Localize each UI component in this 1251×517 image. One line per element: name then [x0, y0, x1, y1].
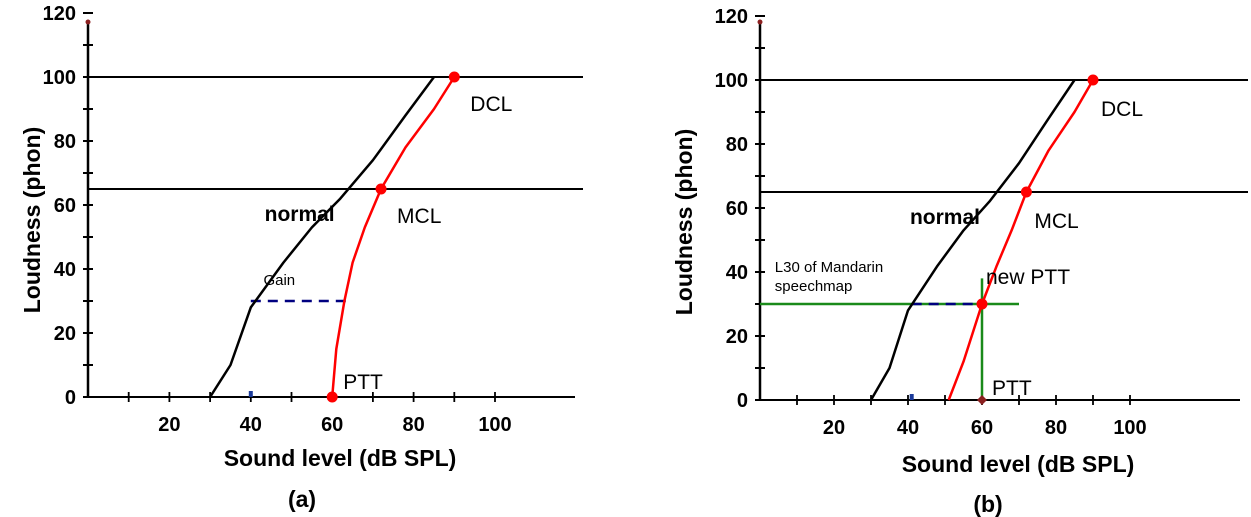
point-label: DCL — [1101, 98, 1143, 121]
y-tick-label: 20 — [726, 326, 748, 348]
x-tick-label: 100 — [1113, 417, 1146, 439]
x-axis-title: Sound level (dB SPL) — [224, 445, 457, 471]
annotation-text: normal — [910, 206, 980, 229]
impaired-curve — [947, 79, 1095, 401]
point-label: PTT — [343, 371, 383, 394]
y-tick-label: 60 — [54, 195, 76, 217]
axis-end-marker — [757, 19, 763, 25]
point-label: DCL — [470, 93, 512, 116]
annotation-text: normal — [265, 203, 335, 226]
y-axis-title: Loudness (phon) — [19, 127, 45, 314]
axis-end-marker — [85, 19, 91, 25]
y-tick-label: 60 — [726, 198, 748, 220]
normal-curve — [209, 76, 436, 398]
normal-curve — [869, 79, 1076, 401]
panel-label: (a) — [288, 486, 316, 512]
annotation-text: L30 of Mandarin — [775, 259, 883, 276]
y-tick-label: 80 — [54, 131, 76, 153]
x-tick-label: 60 — [321, 414, 343, 436]
x-tick-label: 80 — [1045, 417, 1067, 439]
panel-b: 0 20 40 60 80 100 120 20 40 60 80 100 Loudness (phon… — [671, 6, 1248, 517]
y-tick-label: 120 — [43, 3, 76, 25]
data-point — [976, 298, 988, 310]
x-tick-label: 40 — [897, 417, 919, 439]
panel-label: (b) — [973, 491, 1002, 517]
x-tick-label: 20 — [158, 414, 180, 436]
impaired-curve — [330, 76, 456, 398]
ptt-marker — [977, 395, 987, 405]
annotation-text: speechmap — [775, 278, 853, 295]
data-point — [326, 391, 338, 403]
y-axis-title: Loudness (phon) — [671, 129, 697, 316]
y-tick-label: 100 — [43, 67, 76, 89]
point-label: new PTT — [986, 266, 1070, 289]
x-tick-label: 100 — [478, 414, 511, 436]
ptt-label: PTT — [992, 377, 1032, 400]
y-tick-label: 0 — [737, 390, 748, 412]
y-tick-label: 20 — [54, 323, 76, 345]
point-label: MCL — [1034, 210, 1078, 233]
y-tick-label: 80 — [726, 134, 748, 156]
x-axis-title: Sound level (dB SPL) — [902, 451, 1135, 477]
x-tick-label: 80 — [402, 414, 424, 436]
annotation-text: Gain — [263, 272, 295, 289]
data-point — [448, 71, 460, 83]
x-tick-label: 40 — [240, 414, 262, 436]
point-label: MCL — [397, 205, 441, 228]
axis-marker — [909, 394, 914, 400]
data-point — [1020, 186, 1032, 198]
axis-marker — [248, 391, 253, 397]
y-tick-label: 40 — [54, 259, 76, 281]
y-tick-label: 40 — [726, 262, 748, 284]
panel-a: 0 20 40 60 80 100 120 20 40 60 80 100 Loudness (phon… — [19, 3, 583, 512]
y-tick-label: 0 — [65, 387, 76, 409]
x-tick-label: 20 — [823, 417, 845, 439]
y-tick-label: 100 — [715, 70, 748, 92]
y-tick-label: 120 — [715, 6, 748, 28]
data-point — [375, 183, 387, 195]
x-tick-label: 60 — [971, 417, 993, 439]
data-point — [1087, 74, 1099, 86]
